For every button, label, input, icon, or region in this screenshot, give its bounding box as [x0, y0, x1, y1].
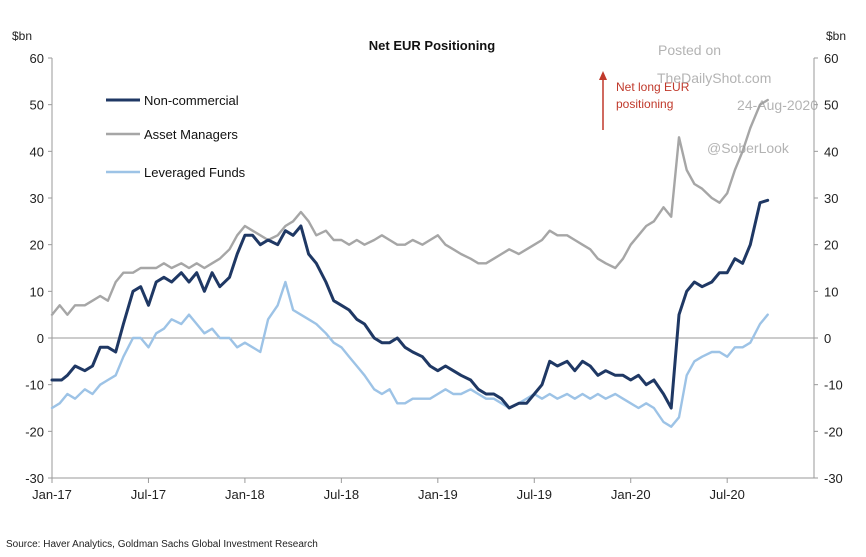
x-tick-label: Jul-17: [131, 487, 166, 502]
source-note: Source: Haver Analytics, Goldman Sachs G…: [6, 539, 318, 550]
right-y-tick-label: 60: [824, 51, 838, 66]
legend-label-asset-managers: Asset Managers: [144, 127, 238, 142]
watermark-text: 24-Aug-2020: [737, 97, 818, 113]
x-tick-label: Jan-19: [418, 487, 458, 502]
right-y-tick-label: 20: [824, 238, 838, 253]
right-y-tick-label: -10: [824, 378, 843, 393]
right-y-tick-label: 10: [824, 284, 838, 299]
left-y-tick-label: 0: [37, 331, 44, 346]
watermark-text: TheDailyShot.com: [657, 70, 771, 86]
series-line-non-commercial: [50, 198, 770, 410]
right-y-tick-label: 30: [824, 191, 838, 206]
legend-label-non-commercial: Non-commercial: [144, 93, 239, 108]
right-axis-unit: $bn: [826, 29, 846, 43]
x-tick-label: Jan-17: [32, 487, 72, 502]
left-y-tick-label: 40: [30, 144, 44, 159]
x-tick-label: Jul-20: [709, 487, 744, 502]
annotation: Net long EUR positioning: [599, 71, 690, 130]
left-y-tick-label: 50: [30, 98, 44, 113]
right-y-tick-label: 50: [824, 98, 838, 113]
left-y-tick-label: 30: [30, 191, 44, 206]
axes: -30 -30 -20 -20 -10 -10 0 0 10 10 20 20 30 30 40 40 50 50…: [25, 51, 843, 502]
left-y-tick-label: 20: [30, 238, 44, 253]
left-y-tick-label: -20: [25, 424, 44, 439]
left-y-tick-label: 10: [30, 284, 44, 299]
right-y-tick-label: -30: [824, 471, 843, 486]
chart-title: Net EUR Positioning: [369, 38, 495, 53]
watermark-text: @SoberLook: [707, 140, 790, 156]
right-y-tick-label: 0: [824, 331, 831, 346]
legend: Non-commercial Asset Managers Leveraged Fu…: [106, 93, 246, 180]
watermark: Posted on TheDailyShot.com 24-Aug-2020 @Sob…: [657, 42, 818, 156]
annotation-arrow-head: [599, 71, 607, 80]
left-y-tick-label: -10: [25, 378, 44, 393]
x-tick-label: Jul-18: [324, 487, 359, 502]
right-y-tick-label: 40: [824, 144, 838, 159]
series-line-asset-managers: [50, 98, 769, 316]
right-y-tick-label: -20: [824, 424, 843, 439]
series-line-leveraged-funds: [50, 280, 769, 428]
legend-label-leveraged-funds: Leveraged Funds: [144, 165, 246, 180]
left-axis-unit: $bn: [12, 29, 32, 43]
left-y-tick-label: 60: [30, 51, 44, 66]
annotation-text-line: Net long EUR: [616, 80, 690, 94]
watermark-text: Posted on: [658, 42, 721, 58]
x-tick-label: Jan-18: [225, 487, 265, 502]
series-layer: [50, 98, 770, 428]
annotation-text-line: positioning: [616, 97, 673, 111]
x-tick-label: Jan-20: [611, 487, 651, 502]
left-y-tick-label: -30: [25, 471, 44, 486]
x-tick-label: Jul-19: [517, 487, 552, 502]
